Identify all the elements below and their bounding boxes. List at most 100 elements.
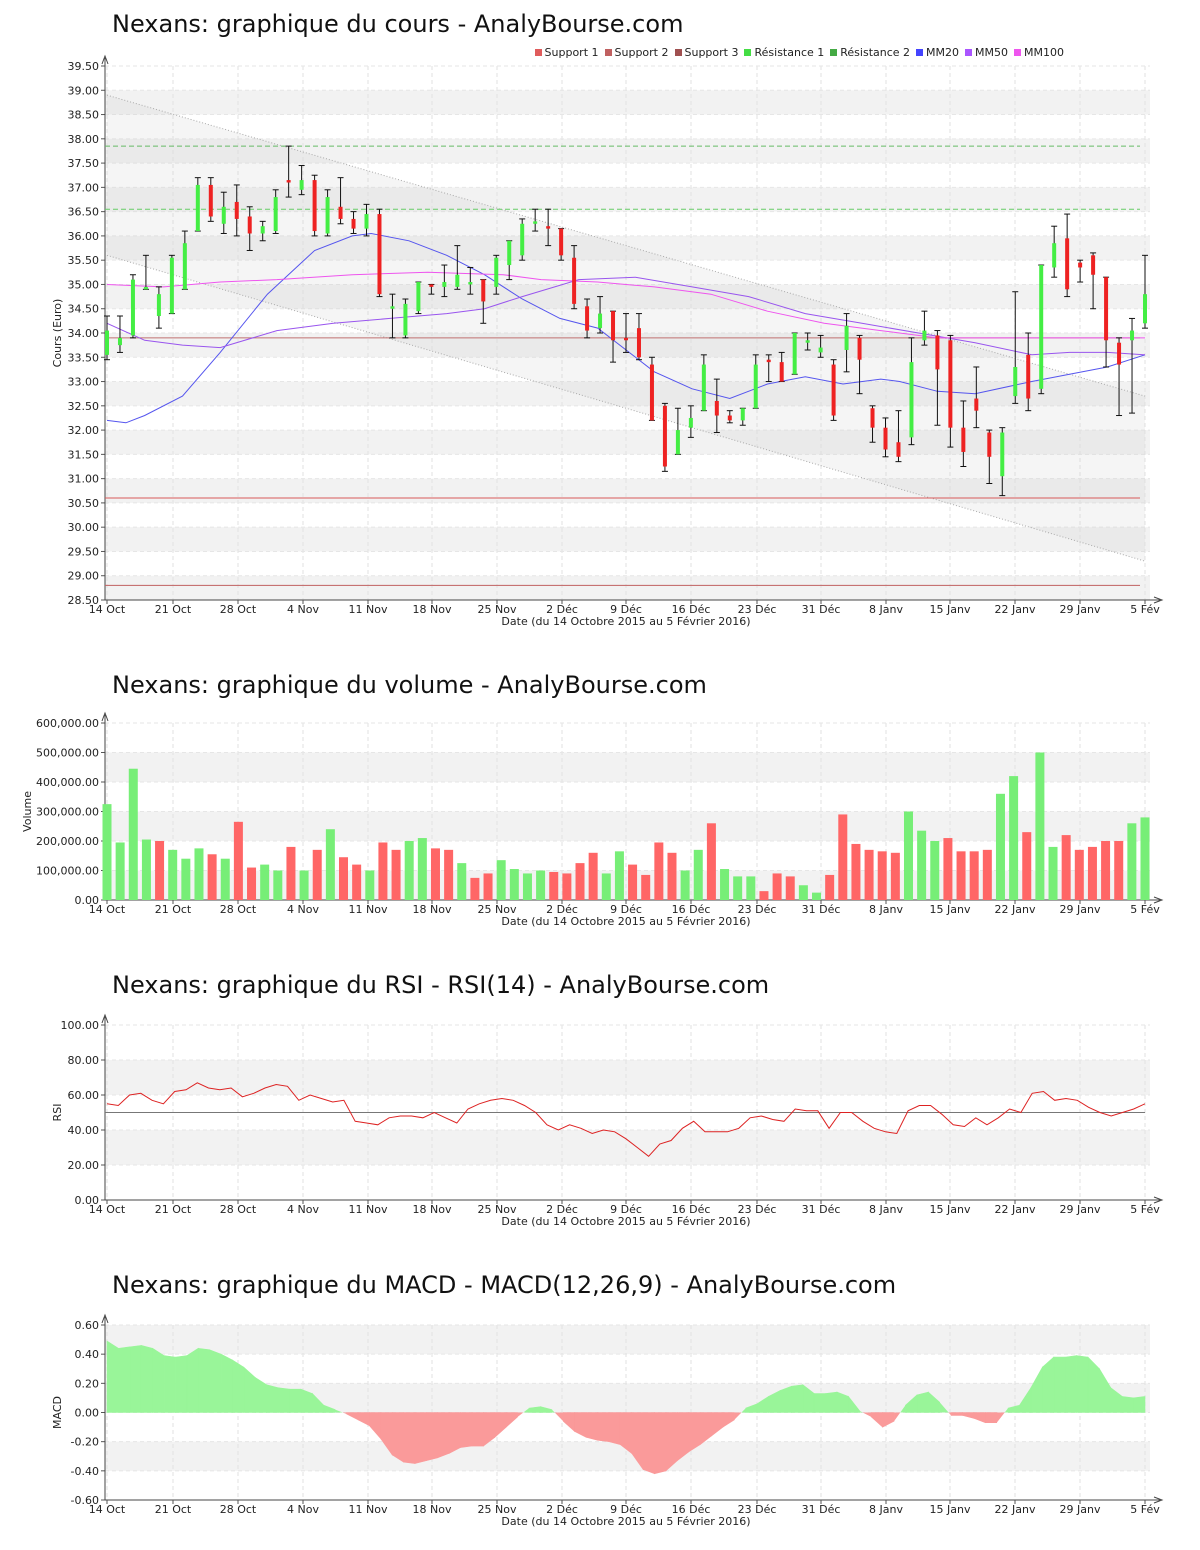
- volume-panel: Nexans: graphique du volume - AnalyBours…: [112, 671, 707, 699]
- candle: [610, 310, 617, 363]
- price-xtick-label: 16 Déc: [672, 603, 711, 616]
- candle-body-up: [195, 184, 200, 232]
- price-band: [105, 235, 1150, 261]
- candle-body-down: [338, 206, 343, 219]
- candle: [960, 400, 967, 467]
- price-xtick-label: 23 Déc: [738, 603, 777, 616]
- price-band: [105, 138, 1150, 164]
- candle-body-up: [130, 279, 135, 336]
- legend-item: Support 1: [534, 46, 599, 59]
- candle-body-up: [390, 306, 395, 309]
- candle: [947, 334, 954, 448]
- candle-body-down: [377, 214, 382, 295]
- candle: [700, 354, 707, 412]
- candle-body-up: [507, 240, 512, 266]
- price-ytick-label: 30.50: [68, 497, 100, 510]
- candle-body-up: [922, 330, 927, 341]
- candle-body-up: [1052, 243, 1057, 268]
- legend-item: Support 2: [604, 46, 669, 59]
- candle-body-up: [468, 282, 473, 285]
- legend-item: Support 3: [674, 46, 738, 59]
- candle: [765, 354, 772, 383]
- price-band: [105, 575, 1150, 600]
- candle: [623, 313, 629, 353]
- price-band: [105, 187, 1150, 212]
- candle-body-up: [753, 364, 758, 409]
- candle: [428, 283, 435, 295]
- price-ytick-label: 35.50: [68, 254, 100, 267]
- candle-body-up: [260, 226, 265, 234]
- candle: [1077, 259, 1084, 283]
- candle-body-up: [805, 340, 810, 343]
- candle-body-up: [533, 221, 538, 224]
- candle: [402, 298, 409, 339]
- price-panel: Nexans: graphique du cours - AnalyBourse…: [0, 0, 1200, 640]
- candle-body-down: [247, 216, 252, 234]
- trend-channel-lower: [106, 254, 1146, 562]
- candle-body-up: [792, 333, 797, 375]
- candle: [1051, 225, 1058, 278]
- price-ytick-label: 31.50: [68, 448, 100, 461]
- candle: [220, 191, 227, 234]
- candle-body-up: [1013, 366, 1018, 397]
- candle: [830, 359, 837, 421]
- candle: [921, 310, 928, 346]
- candle-body-down: [857, 337, 862, 360]
- candle-body-up: [299, 180, 304, 190]
- price-band: [105, 333, 1150, 358]
- price-xtick-label: 15 Janv: [930, 603, 971, 616]
- candle-body-up: [909, 362, 914, 438]
- price-xtick-label: 11 Nov: [349, 603, 388, 616]
- candle: [687, 405, 694, 438]
- candle-body-up: [169, 257, 174, 314]
- candle-body-up: [221, 206, 226, 224]
- candle: [791, 332, 798, 375]
- candle: [155, 286, 162, 329]
- candle-body-down: [234, 201, 239, 219]
- price-chart-title: Nexans: graphique du cours - AnalyBourse…: [112, 10, 684, 38]
- price-xtick-label: 31 Déc: [802, 603, 841, 616]
- candle-body-down: [831, 364, 836, 416]
- candle: [116, 315, 123, 353]
- candle: [1103, 276, 1110, 368]
- candle: [597, 296, 604, 334]
- candle: [1025, 332, 1032, 412]
- candle: [168, 254, 175, 315]
- candle: [713, 378, 720, 434]
- candle-body-down: [1065, 238, 1070, 290]
- candle-body-up: [117, 337, 122, 346]
- candle-body-up: [182, 243, 187, 290]
- candle: [934, 330, 941, 426]
- price-xtick-label: 14 Oct: [89, 603, 126, 616]
- candle-body-up: [416, 282, 421, 312]
- rsi-chart-title: Nexans: graphique du RSI - RSI(14) - Ana…: [112, 971, 770, 999]
- legend-item: MM20: [916, 46, 959, 59]
- legend-label: Support 1: [544, 46, 599, 59]
- price-xtick-label: 9 Déc: [610, 603, 642, 616]
- candle: [454, 245, 461, 290]
- candle-body-up: [156, 294, 161, 317]
- price-ytick-label: 29.50: [68, 545, 100, 558]
- legend-swatch: [965, 49, 973, 56]
- candle: [661, 402, 668, 472]
- price-band: [105, 430, 1150, 455]
- candle-body-up: [325, 197, 330, 234]
- mm50-line: [106, 276, 1146, 356]
- price-xtick-label: 5 Fév: [1130, 603, 1160, 616]
- mm100-line: [106, 271, 1145, 339]
- candle-body-down: [714, 400, 719, 416]
- price-xtick-label: 18 Nov: [413, 603, 452, 616]
- price-ytick-label: 36.00: [68, 230, 100, 243]
- candle: [337, 177, 344, 225]
- candle-body-up: [455, 274, 460, 287]
- candle-body-down: [312, 180, 317, 232]
- candle: [104, 315, 110, 361]
- candle: [804, 332, 811, 351]
- price-xtick-label: 28 Oct: [220, 603, 257, 616]
- legend-label: Résistance 2: [840, 46, 911, 59]
- candle: [389, 293, 396, 339]
- candle: [467, 266, 474, 295]
- candle-body-up: [675, 430, 680, 455]
- candle-body-down: [987, 432, 992, 457]
